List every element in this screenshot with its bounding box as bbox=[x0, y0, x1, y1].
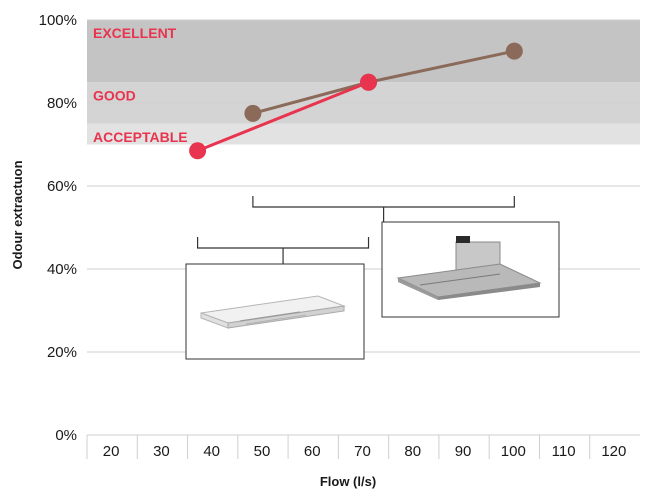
x-tick-label: 40 bbox=[203, 443, 220, 460]
y-tick-label: 0% bbox=[55, 427, 77, 444]
data-point bbox=[244, 104, 262, 122]
x-axis-title: Flow (l/s) bbox=[320, 474, 376, 489]
y-tick-label: 80% bbox=[47, 95, 77, 112]
x-tick-label: 110 bbox=[552, 443, 576, 460]
bracket-slimline bbox=[197, 237, 370, 264]
data-point bbox=[360, 73, 378, 91]
band-label: GOOD bbox=[93, 87, 136, 103]
x-tick-label: 20 bbox=[103, 443, 120, 460]
x-tick-label: 70 bbox=[354, 443, 371, 460]
x-tick-label: 50 bbox=[254, 443, 271, 460]
slimline-hood-image bbox=[200, 295, 346, 329]
y-tick-label: 20% bbox=[47, 344, 77, 361]
x-tick-label: 60 bbox=[304, 443, 321, 460]
x-tick-label: 100 bbox=[501, 443, 526, 460]
x-tick-label: 90 bbox=[455, 443, 472, 460]
product-annotation-slimline bbox=[185, 237, 370, 360]
x-tick-label: 30 bbox=[153, 443, 170, 460]
band-label: EXCELLENT bbox=[93, 25, 177, 41]
y-tick-label: 60% bbox=[47, 178, 77, 195]
product-annotation-telescopic bbox=[252, 196, 560, 318]
data-point bbox=[189, 142, 207, 160]
x-axis-ticks: 20 30 40 50 60 70 80 90 100 110 120 bbox=[86, 435, 626, 460]
band-label: ACCEPTABLE bbox=[93, 129, 188, 145]
data-series bbox=[189, 42, 523, 160]
band-excellent bbox=[87, 20, 640, 83]
y-axis-title: Odour extractuon bbox=[10, 160, 25, 269]
x-tick-label: 80 bbox=[404, 443, 421, 460]
series-line bbox=[197, 80, 370, 153]
telescopic-hood-image bbox=[396, 236, 542, 300]
y-axis-ticks: 0% 20% 40% 60% 80% 100% bbox=[39, 12, 77, 444]
bracket-telescopic bbox=[252, 196, 515, 222]
x-tick-label: 120 bbox=[601, 443, 626, 460]
data-point bbox=[505, 42, 523, 60]
y-tick-label: 100% bbox=[39, 12, 77, 29]
y-tick-label: 40% bbox=[47, 261, 77, 278]
